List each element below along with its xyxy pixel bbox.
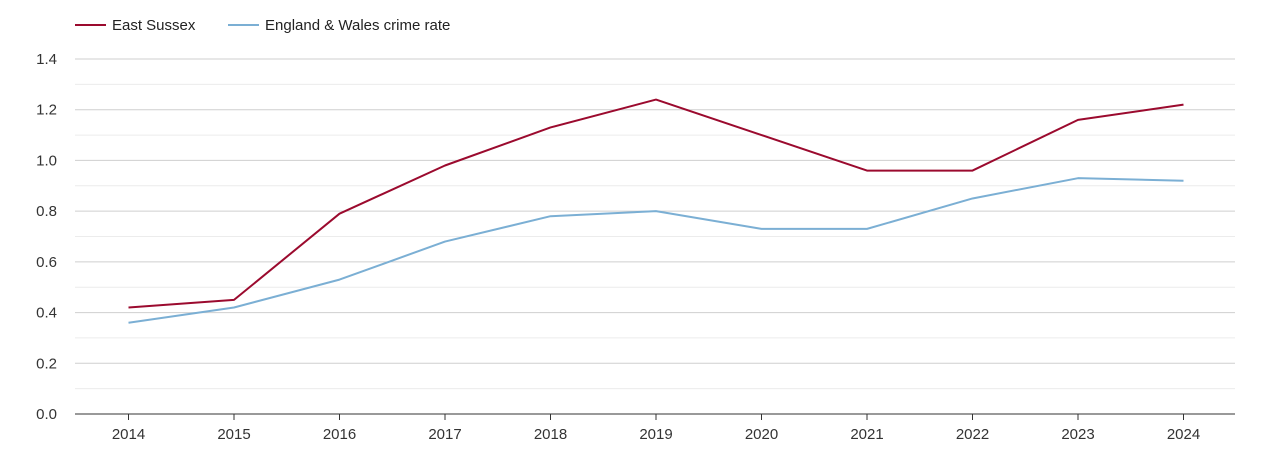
legend-label: East Sussex — [112, 17, 196, 34]
y-tick-label: 1.0 — [36, 152, 57, 169]
x-tick-label: 2021 — [850, 426, 883, 443]
legend-label: England & Wales crime rate — [265, 17, 450, 34]
legend-item: England & Wales crime rate — [228, 17, 450, 34]
x-tick-label: 2015 — [217, 426, 250, 443]
x-tick-label: 2024 — [1167, 426, 1200, 443]
x-tick-label: 2023 — [1061, 426, 1094, 443]
x-tick-label: 2020 — [745, 426, 778, 443]
y-tick-label: 0.8 — [36, 203, 57, 220]
x-tick-label: 2022 — [956, 426, 989, 443]
y-tick-label: 0.0 — [36, 406, 57, 423]
legend: East Sussex England & Wales crime rate — [75, 17, 450, 34]
x-tick-label: 2017 — [428, 426, 461, 443]
x-axis: 2014 2015 2016 2017 2018 2019 2020 2021 2022 2023… — [112, 414, 1200, 443]
series-layer — [128, 98, 1184, 324]
y-tick-label: 0.6 — [36, 254, 57, 271]
y-tick-label: 1.4 — [36, 51, 57, 68]
x-tick-label: 2016 — [323, 426, 356, 443]
y-tick-label: 0.4 — [36, 305, 57, 322]
series-line-england-wales — [128, 177, 1184, 324]
legend-item: East Sussex — [75, 17, 196, 34]
gridlines — [75, 58, 1235, 415]
x-tick-label: 2019 — [639, 426, 672, 443]
series-line-east-sussex — [128, 98, 1184, 309]
y-tick-label: 0.2 — [36, 355, 57, 372]
x-tick-label: 2014 — [112, 426, 145, 443]
y-axis: 0.0 0.2 0.4 0.6 0.8 1.0 1.2 1.4 — [36, 51, 57, 423]
x-tick-label: 2018 — [534, 426, 567, 443]
y-tick-label: 1.2 — [36, 102, 57, 119]
